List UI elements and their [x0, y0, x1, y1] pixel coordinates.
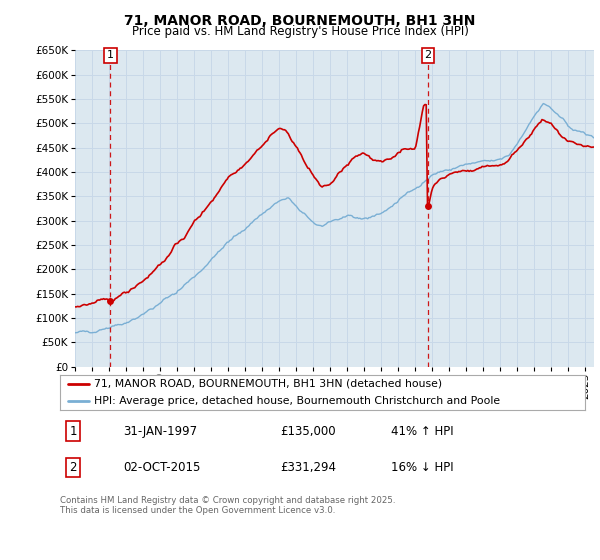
- Text: 31-JAN-1997: 31-JAN-1997: [123, 424, 197, 437]
- Text: 1: 1: [107, 50, 114, 60]
- Text: 71, MANOR ROAD, BOURNEMOUTH, BH1 3HN: 71, MANOR ROAD, BOURNEMOUTH, BH1 3HN: [124, 14, 476, 28]
- Text: 16% ↓ HPI: 16% ↓ HPI: [391, 461, 454, 474]
- Text: 41% ↑ HPI: 41% ↑ HPI: [391, 424, 454, 437]
- Text: 2: 2: [70, 461, 77, 474]
- Text: Contains HM Land Registry data © Crown copyright and database right 2025.
This d: Contains HM Land Registry data © Crown c…: [60, 496, 395, 515]
- Text: 2: 2: [425, 50, 431, 60]
- Text: 1: 1: [70, 424, 77, 437]
- Text: 02-OCT-2015: 02-OCT-2015: [123, 461, 200, 474]
- Text: 71, MANOR ROAD, BOURNEMOUTH, BH1 3HN (detached house): 71, MANOR ROAD, BOURNEMOUTH, BH1 3HN (de…: [94, 379, 442, 389]
- Text: Price paid vs. HM Land Registry's House Price Index (HPI): Price paid vs. HM Land Registry's House …: [131, 25, 469, 38]
- Text: HPI: Average price, detached house, Bournemouth Christchurch and Poole: HPI: Average price, detached house, Bour…: [94, 396, 500, 406]
- Text: £331,294: £331,294: [281, 461, 337, 474]
- Text: £135,000: £135,000: [281, 424, 336, 437]
